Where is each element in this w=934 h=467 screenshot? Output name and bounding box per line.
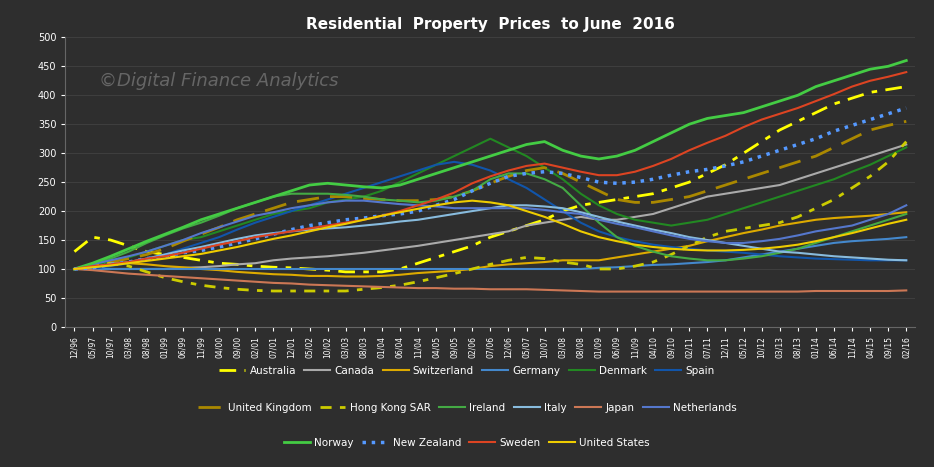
Legend: Norway, New Zealand, Sweden, United States: Norway, New Zealand, Sweden, United Stat… (284, 438, 650, 448)
Legend: United Kingdom, Hong Kong SAR, Ireland, Italy, Japan, Netherlands: United Kingdom, Hong Kong SAR, Ireland, … (198, 403, 736, 413)
Legend: Australia, Canada, Switzerland, Germany, Denmark, Spain: Australia, Canada, Switzerland, Germany,… (219, 366, 715, 376)
Title: Residential  Property  Prices  to June  2016: Residential Property Prices to June 2016 (306, 17, 674, 32)
Text: ©Digital Finance Analytics: ©Digital Finance Analytics (99, 72, 339, 90)
